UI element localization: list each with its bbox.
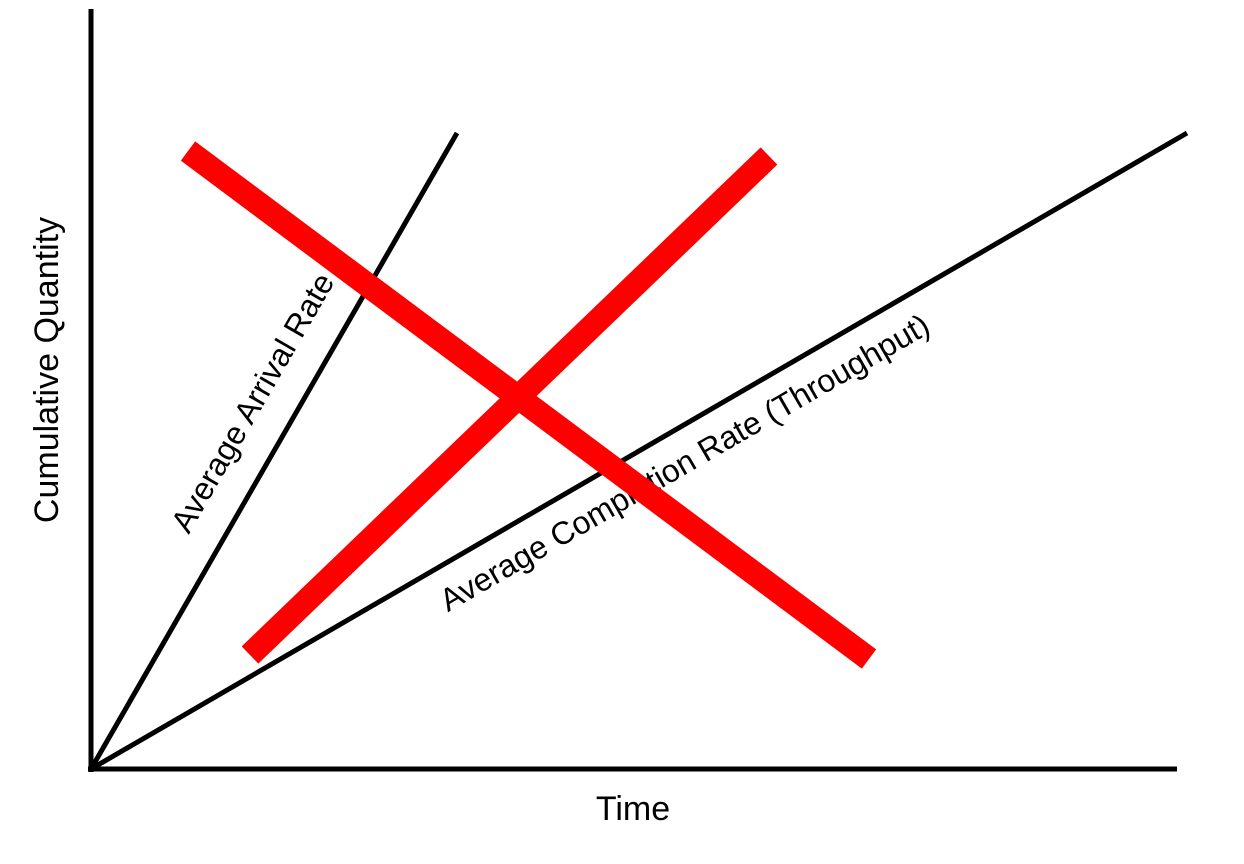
arrival-rate-line xyxy=(88,131,460,771)
cross-mark-stroke-2 xyxy=(241,147,778,664)
y-axis-label: Cumulative Quantity xyxy=(28,217,66,523)
arrival-rate-label: Average Arrival Rate xyxy=(164,267,342,539)
completion-rate-label: Average Completion Rate (Throughput) xyxy=(433,307,935,619)
cross-mark-stroke-1 xyxy=(180,141,877,669)
completion-rate-line xyxy=(89,130,1189,772)
x-axis-label: Time xyxy=(596,790,670,828)
